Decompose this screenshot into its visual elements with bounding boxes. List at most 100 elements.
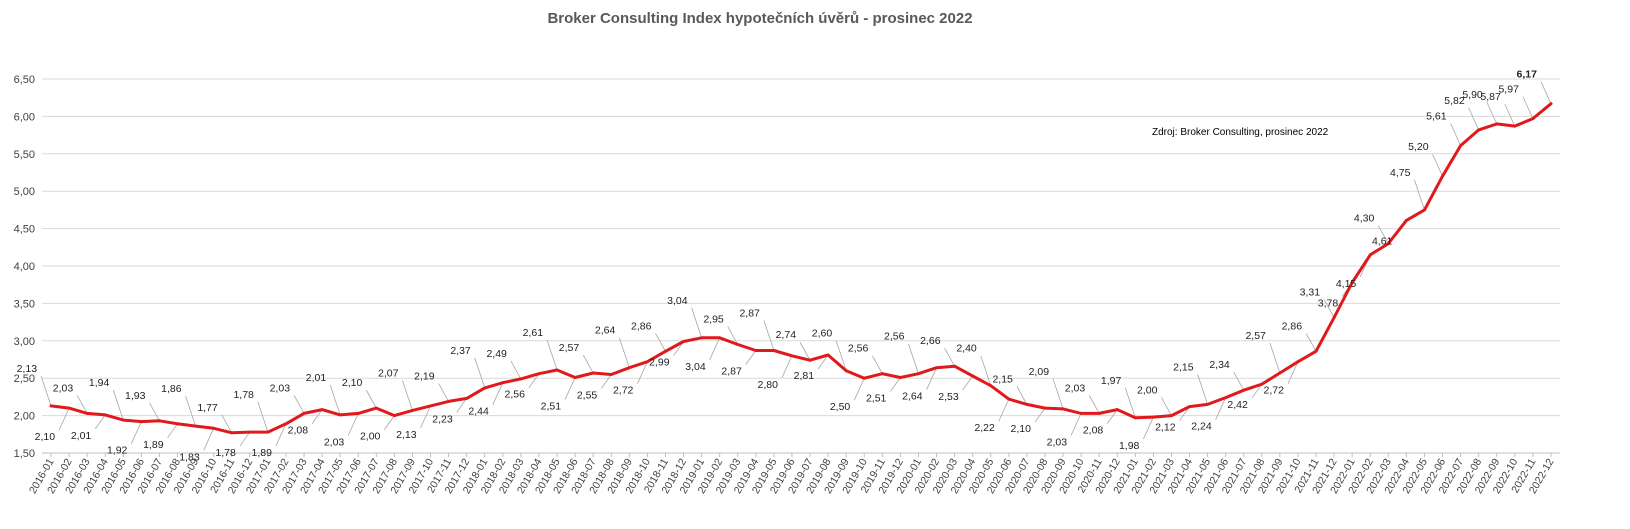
data-label: 5,20 — [1408, 141, 1429, 153]
leader-line — [835, 340, 847, 371]
data-point — [1350, 281, 1354, 284]
data-point — [609, 373, 613, 376]
data-point — [555, 368, 559, 372]
data-label: 2,50 — [830, 401, 851, 413]
data-point — [212, 426, 216, 430]
leader-line — [1287, 361, 1299, 384]
y-tick-label: 6,50 — [14, 74, 35, 86]
data-point — [447, 399, 451, 403]
data-point — [700, 336, 704, 340]
data-point — [483, 386, 487, 390]
leader-line — [1233, 371, 1245, 391]
data-point — [1079, 411, 1083, 415]
y-axis: 1,50 2,00 2,50 3,00 3,50 4,00 4,50 5,00 5,50 6,00… — [14, 74, 35, 460]
data-point — [1025, 402, 1029, 406]
data-label: 2,03 — [1065, 382, 1086, 394]
data-point — [1043, 406, 1047, 410]
data-label: 1,89 — [252, 447, 273, 459]
leader-line — [600, 374, 612, 389]
data-label: 2,57 — [1245, 330, 1266, 342]
data-label: 1,86 — [161, 383, 182, 395]
leader-line — [1377, 225, 1389, 244]
leader-line — [275, 423, 287, 446]
leader-line — [1432, 154, 1443, 177]
data-point — [121, 418, 125, 422]
data-point — [1404, 218, 1408, 222]
leader-line — [1504, 103, 1516, 127]
data-labels: 2,13 2,10 2,03 2,01 1,94 1,92 1,93 1,89 1,86 1,83… — [17, 69, 1538, 464]
leader-line — [1124, 387, 1136, 418]
leader-line — [637, 361, 648, 384]
data-label: 2,72 — [613, 385, 634, 397]
leader-line — [817, 354, 829, 370]
data-point — [953, 364, 957, 368]
y-tick-label: 2,00 — [14, 411, 35, 423]
data-point — [1007, 397, 1011, 401]
data-label: 2,08 — [288, 425, 309, 437]
data-label: 4,15 — [1336, 278, 1357, 290]
leader-line — [40, 375, 52, 407]
data-point — [1170, 414, 1173, 417]
data-label: 1,93 — [125, 390, 146, 402]
data-label: 2,09 — [1029, 366, 1050, 378]
leader-line — [492, 382, 504, 405]
leader-line — [384, 415, 395, 430]
data-label: 2,15 — [1173, 361, 1194, 373]
y-tick-label: 1,50 — [14, 448, 35, 460]
data-point — [826, 353, 830, 357]
data-point — [248, 430, 252, 434]
leader-line — [1016, 386, 1028, 405]
data-point — [1260, 382, 1264, 386]
leader-line — [1323, 299, 1335, 318]
data-label: 5,97 — [1498, 84, 1519, 96]
data-label: 1,78 — [233, 389, 254, 401]
data-label: 2,40 — [956, 343, 977, 355]
data-point — [1296, 360, 1300, 364]
data-label: 2,10 — [35, 431, 56, 443]
data-point — [429, 404, 432, 408]
data-label: 2,61 — [523, 327, 544, 339]
leader-line — [799, 342, 811, 361]
data-point — [176, 422, 179, 426]
data-point — [971, 374, 975, 378]
leader-line — [257, 401, 269, 433]
data-point — [411, 408, 414, 412]
leader-line — [781, 355, 793, 378]
leader-line — [221, 414, 233, 433]
data-label: 5,90 — [1462, 89, 1483, 101]
leader-line — [112, 389, 124, 421]
data-point — [573, 376, 577, 379]
data-point — [1549, 102, 1553, 106]
leader-line — [1486, 101, 1498, 125]
data-point — [718, 336, 722, 340]
leader-line — [853, 378, 865, 401]
leader-line — [1468, 107, 1480, 131]
data-point — [1531, 117, 1535, 121]
leader-line — [564, 377, 576, 400]
leader-line — [1088, 395, 1100, 414]
data-point — [374, 406, 378, 410]
series-line — [49, 102, 1553, 435]
data-label: 3,04 — [667, 295, 688, 307]
data-point — [790, 354, 794, 358]
data-label: 2,64 — [595, 325, 616, 337]
data-point — [880, 372, 884, 376]
leader-line — [456, 398, 468, 413]
data-label: 2,15 — [992, 373, 1013, 385]
leader-line — [528, 373, 540, 388]
data-point — [989, 384, 993, 388]
data-label: 4,61 — [1372, 235, 1393, 247]
leader-line — [926, 367, 937, 390]
leader-line — [962, 375, 974, 391]
data-point — [1061, 407, 1065, 411]
leader-line — [402, 380, 413, 411]
data-point — [808, 358, 812, 362]
leader-line — [980, 355, 992, 386]
data-point — [1314, 349, 1318, 353]
data-point — [284, 422, 288, 426]
data-point — [645, 360, 649, 364]
leader-line — [58, 407, 70, 431]
data-point — [1423, 208, 1426, 212]
